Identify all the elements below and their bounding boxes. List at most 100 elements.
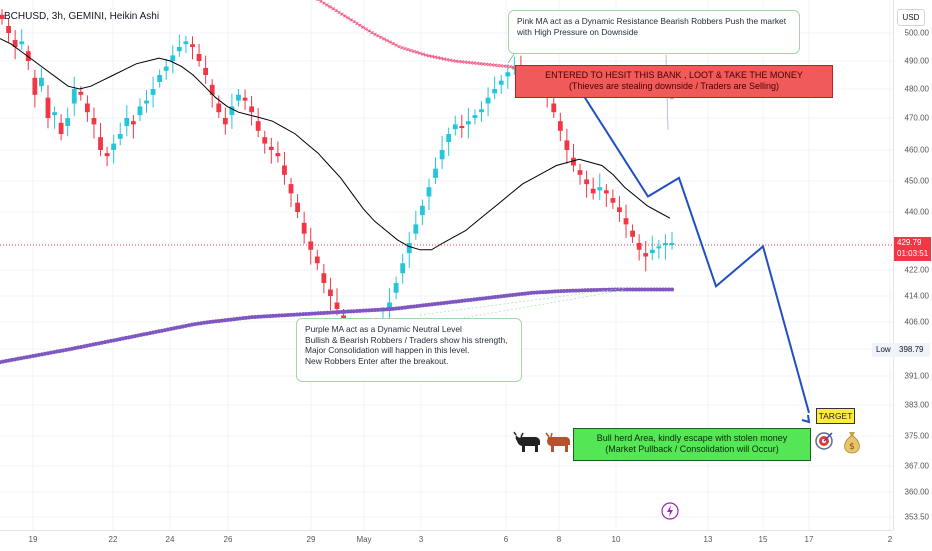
purple-ma-dot xyxy=(565,288,569,293)
projection-arrowhead xyxy=(801,414,811,424)
purple-ma-dot xyxy=(193,322,197,327)
pink-ma-marker xyxy=(337,10,341,15)
candle-body xyxy=(137,106,143,116)
candle-body xyxy=(124,118,130,126)
candle-body xyxy=(6,26,11,33)
candle-body xyxy=(419,205,425,216)
candle-body xyxy=(176,47,182,52)
purple-ma-dot xyxy=(559,289,563,294)
low-price-label: Low 398.79 xyxy=(872,343,930,357)
candle-body xyxy=(610,198,616,203)
target-label[interactable]: TARGET xyxy=(816,408,855,424)
candle-body xyxy=(465,121,471,125)
purple-ma-dot xyxy=(271,313,275,318)
pink-ma-marker xyxy=(418,51,422,56)
entry-note-line-2: (Thieves are stealing downside / Traders… xyxy=(568,80,780,91)
price-axis[interactable]: 500.00 490.00 480.00 470.00 460.00 450.00 440.… xyxy=(893,0,932,530)
purple-ma-dot xyxy=(145,331,149,336)
purple-ma-dot xyxy=(232,317,236,322)
candle-body xyxy=(630,230,635,237)
last-price-tag: 429.79 01:03:51 xyxy=(894,237,931,261)
pink-ma-marker xyxy=(421,52,425,56)
time-tick: 8 xyxy=(556,535,562,544)
time-tick: 19 xyxy=(28,535,38,544)
purple-ma-dot xyxy=(427,302,431,307)
candle-body xyxy=(19,41,25,45)
purple-ma-dot xyxy=(490,295,494,300)
purple-ma-dot xyxy=(244,315,248,320)
candle-body xyxy=(387,302,392,311)
candle-body xyxy=(98,137,103,150)
purple-ma-dot xyxy=(385,307,389,312)
candle-body xyxy=(78,91,84,95)
pink-ma-marker xyxy=(340,12,344,16)
candle-body xyxy=(328,289,333,296)
black-ma-line xyxy=(0,38,671,251)
pink-ma-marker xyxy=(397,44,401,49)
candle-body xyxy=(334,302,340,309)
last-price-value: 429.79 xyxy=(897,238,922,247)
purple-ma-dot xyxy=(526,291,530,296)
candle-body xyxy=(301,222,307,234)
entry-note[interactable]: ENTERED TO HESIT THIS BANK , LOOT & TAKE… xyxy=(515,65,833,98)
bull-area-note[interactable]: Bull herd Area, kindly escape with stole… xyxy=(573,428,811,461)
low-label-text: Low xyxy=(876,345,891,354)
purple-ma-dot xyxy=(280,313,284,318)
purple-ma-dot xyxy=(331,310,335,315)
price-tick: 414.00 xyxy=(904,291,929,301)
purple-ma-dot xyxy=(109,338,113,343)
purple-ma-dot xyxy=(211,319,215,324)
pink-ma-note[interactable]: Pink MA act as a Dynamic Resistance Bear… xyxy=(508,10,800,54)
purple-ma-dot xyxy=(214,319,218,324)
candle-body xyxy=(308,241,314,250)
purple-ma-dot xyxy=(361,308,365,313)
pink-ma-marker xyxy=(475,61,479,66)
candle-body xyxy=(216,103,222,113)
purple-ma-dot xyxy=(184,323,188,328)
price-tick: 500.00 xyxy=(904,28,929,38)
time-tick: 29 xyxy=(306,535,316,544)
pink-ma-marker xyxy=(508,64,512,69)
symbol-title[interactable]: BCHUSD, 3h, GEMINI, Heikin Ashi xyxy=(4,11,160,22)
purple-ma-dot xyxy=(475,297,479,302)
price-tick: 460.00 xyxy=(904,145,929,155)
candle-body xyxy=(571,157,576,166)
price-tick: 450.00 xyxy=(904,176,929,186)
candle-body xyxy=(163,66,169,71)
candle-body xyxy=(170,55,176,61)
purple-ma-dot xyxy=(439,301,443,306)
projection-path xyxy=(579,89,810,414)
purple-ma-dot xyxy=(4,359,8,364)
purple-ma-dot xyxy=(325,310,329,315)
candle-body xyxy=(65,118,71,126)
lightning-icon[interactable] xyxy=(661,502,679,520)
purple-ma-dot xyxy=(121,336,125,341)
purple-ma-dot xyxy=(169,326,173,331)
purple-ma-dot xyxy=(655,287,659,292)
pink-ma-marker xyxy=(349,17,353,22)
pink-ma-marker xyxy=(316,0,320,2)
purple-ma-dot xyxy=(397,306,401,311)
time-axis[interactable]: 19 22 24 26 29 May 3 6 8 10 13 15 17 2 xyxy=(0,530,893,551)
purple-ma-dot xyxy=(355,309,359,314)
candle-body xyxy=(393,283,399,293)
purple-ma-dot xyxy=(286,313,290,318)
candle-body xyxy=(52,112,57,116)
pink-ma-marker xyxy=(379,35,383,40)
price-tick: 383.00 xyxy=(904,400,929,410)
purple-ma-note[interactable]: Purple MA act as a Dynamic Neutral Level… xyxy=(296,318,522,382)
candle-body xyxy=(584,179,590,185)
purple-ma-dot xyxy=(388,307,392,312)
pink-ma-marker xyxy=(484,62,488,67)
candle-body xyxy=(229,106,235,116)
purple-ma-dot xyxy=(442,300,446,305)
purple-ma-dot xyxy=(133,334,137,339)
pink-ma-marker xyxy=(433,55,437,59)
candle-body xyxy=(117,134,123,139)
candle-body xyxy=(84,103,90,113)
purple-ma-dot xyxy=(19,356,23,361)
purple-ma-dot xyxy=(517,292,521,297)
candle-body xyxy=(104,153,110,157)
purple-ma-dot xyxy=(523,291,527,296)
currency-button[interactable]: USD xyxy=(897,9,925,26)
